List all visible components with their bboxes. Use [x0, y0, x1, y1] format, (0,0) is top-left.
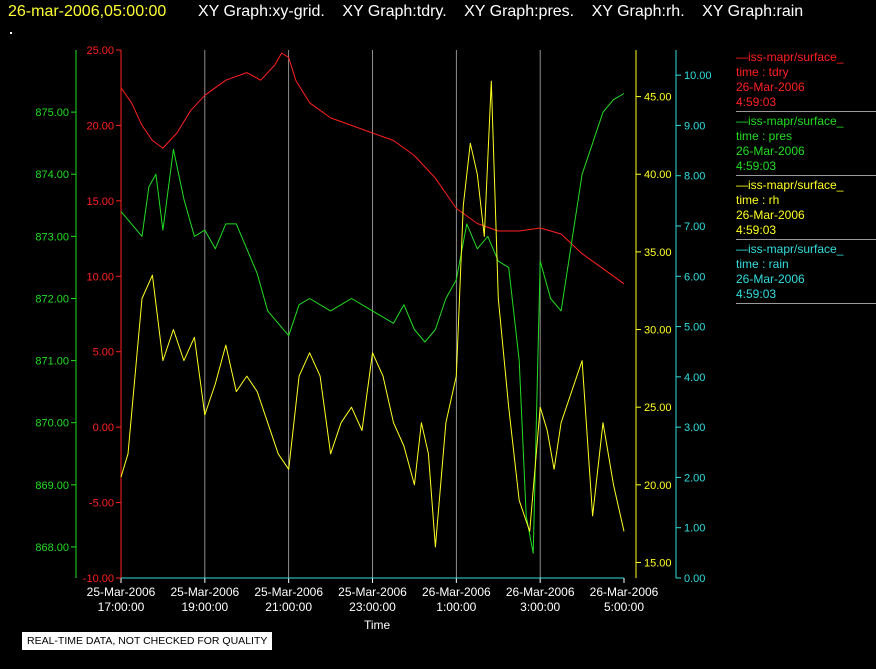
- tdry-tick-label: -5.00: [89, 498, 114, 510]
- x-tick-label-date: 25-Mar-2006: [87, 585, 156, 599]
- legend-variable: time : tdry: [736, 65, 789, 79]
- rain-tick-label: 0.00: [684, 573, 705, 585]
- rain-tick-label: 8.00: [684, 171, 705, 183]
- tdry-tick-label: 5.00: [93, 347, 114, 359]
- legend-date: 26-Mar-2006: [736, 80, 805, 94]
- rh-series-line: [120, 80, 625, 548]
- quality-warning-banner: REAL-TIME DATA, NOT CHECKED FOR QUALITY: [22, 632, 273, 650]
- rain-tick-label: 9.00: [684, 120, 705, 132]
- pres-tick-label: 870.00: [35, 418, 69, 430]
- rain-tick-label: 10.00: [684, 70, 712, 82]
- rain-tick-label: 1.00: [684, 523, 705, 535]
- tdry-tick-label: 10.00: [86, 271, 114, 283]
- tdry-tick-label: 15.00: [86, 196, 114, 208]
- rh-tick-label: 35.00: [644, 247, 672, 259]
- pres-tick-label: 871.00: [35, 356, 69, 368]
- tdry-tick-label: 0.00: [93, 422, 114, 434]
- pres-tick-label: 873.00: [35, 231, 69, 243]
- graph-title-tdry: XY Graph:tdry.: [342, 3, 447, 20]
- x-tick-label-date: 26-Mar-2006: [506, 585, 575, 599]
- x-tick-label-time: 3:00:00: [520, 600, 560, 614]
- x-tick-label-time: 5:00:00: [604, 600, 644, 614]
- x-tick-label-time: 1:00:00: [436, 600, 476, 614]
- rh-tick-label: 20.00: [644, 480, 672, 492]
- x-tick-label-date: 25-Mar-2006: [170, 585, 239, 599]
- legend-source: —iss-mapr/surface_: [736, 50, 844, 64]
- x-tick-label-time: 21:00:00: [265, 600, 312, 614]
- pres-tick-label: 872.00: [35, 293, 69, 305]
- legend-entry-pres[interactable]: —iss-mapr/surface_ time : pres 26-Mar-20…: [736, 114, 876, 176]
- rain-tick-label: 4.00: [684, 372, 705, 384]
- legend-entry-rh[interactable]: —iss-mapr/surface_ time : rh 26-Mar-2006…: [736, 178, 876, 240]
- x-axis-label: Time: [364, 618, 391, 632]
- legend-entry-rain[interactable]: —iss-mapr/surface_ time : rain 26-Mar-20…: [736, 242, 876, 304]
- rh-tick-label: 15.00: [644, 557, 672, 569]
- legend-variable: time : rh: [736, 193, 780, 207]
- header-graph-titles: XY Graph:xy-grid. XY Graph:tdry. XY Grap…: [198, 3, 816, 21]
- tdry-tick-label: 20.00: [86, 120, 114, 132]
- legend-variable: time : rain: [736, 257, 789, 271]
- legend-variable: time : pres: [736, 129, 793, 143]
- graph-title-xy-grid: XY Graph:xy-grid.: [198, 3, 325, 20]
- pres-tick-label: 868.00: [35, 542, 69, 554]
- corner-dot: [10, 32, 12, 34]
- legend-date: 26-Mar-2006: [736, 272, 805, 286]
- x-tick-label-time: 17:00:00: [98, 600, 145, 614]
- x-tick-label-date: 26-Mar-2006: [590, 585, 659, 599]
- rain-tick-label: 2.00: [684, 472, 705, 484]
- tdry-tick-label: 25.00: [86, 45, 114, 57]
- legend-date: 26-Mar-2006: [736, 144, 805, 158]
- legend-source: —iss-mapr/surface_: [736, 114, 844, 128]
- header-timestamp: 26-mar-2006,05:00:00: [8, 3, 167, 20]
- rh-tick-label: 45.00: [644, 92, 672, 104]
- legend-time: 4:59:03: [736, 159, 777, 173]
- legend-time: 4:59:03: [736, 223, 777, 237]
- x-tick-label-time: 19:00:00: [181, 600, 228, 614]
- legend: —iss-mapr/surface_ time : tdry 26-Mar-20…: [736, 50, 876, 306]
- legend-source: —iss-mapr/surface_: [736, 178, 844, 192]
- pres-series-line: [120, 93, 625, 554]
- tdry-series-line: [120, 52, 625, 285]
- graph-header: 26-mar-2006,05:00:00 XY Graph:xy-grid. X…: [0, 0, 876, 28]
- x-tick-label-date: 26-Mar-2006: [422, 585, 491, 599]
- rh-tick-label: 30.00: [644, 325, 672, 337]
- x-tick-label-date: 25-Mar-2006: [254, 585, 323, 599]
- legend-source: —iss-mapr/surface_: [736, 242, 844, 256]
- legend-entry-tdry[interactable]: —iss-mapr/surface_ time : tdry 26-Mar-20…: [736, 50, 876, 112]
- x-tick-label-date: 25-Mar-2006: [338, 585, 407, 599]
- rain-tick-label: 5.00: [684, 322, 705, 334]
- graph-title-rain: XY Graph:rain: [702, 3, 804, 20]
- pres-tick-label: 875.00: [35, 107, 69, 119]
- legend-date: 26-Mar-2006: [736, 208, 805, 222]
- x-tick-label-time: 23:00:00: [349, 600, 396, 614]
- legend-time: 4:59:03: [736, 95, 777, 109]
- rain-tick-label: 3.00: [684, 422, 705, 434]
- graph-title-rh: XY Graph:rh.: [591, 3, 685, 20]
- rain-tick-label: 6.00: [684, 271, 705, 283]
- pres-tick-label: 869.00: [35, 480, 69, 492]
- rh-tick-label: 25.00: [644, 402, 672, 414]
- tdry-tick-label: -10.00: [83, 573, 114, 585]
- rh-tick-label: 40.00: [644, 169, 672, 181]
- graph-title-pres: XY Graph:pres.: [464, 3, 575, 20]
- rain-tick-label: 7.00: [684, 221, 705, 233]
- legend-time: 4:59:03: [736, 287, 777, 301]
- pres-tick-label: 874.00: [35, 169, 69, 181]
